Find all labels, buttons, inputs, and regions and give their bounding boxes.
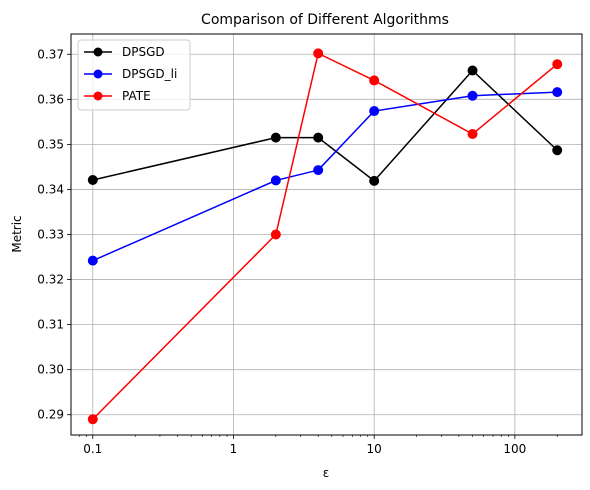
x-tick-label: 0.1 bbox=[83, 442, 102, 456]
legend-label: DPSGD_li bbox=[122, 67, 177, 81]
data-point-DPSGD_li bbox=[270, 175, 281, 186]
y-tick-label: 0.36 bbox=[37, 92, 64, 106]
data-point-DPSGD_li bbox=[467, 90, 478, 101]
legend: DPSGD DPSGD_li PATE bbox=[77, 39, 191, 111]
series-lines bbox=[92, 52, 558, 420]
y-tick-label: 0.30 bbox=[37, 363, 64, 377]
y-axis-label: Metric bbox=[10, 215, 24, 252]
x-tick-label: 10 bbox=[367, 442, 382, 456]
data-point-DPSGD_li bbox=[369, 106, 380, 117]
data-point-DPSGD_li bbox=[87, 255, 98, 266]
data-point-PATE bbox=[87, 414, 98, 425]
legend-marker bbox=[93, 69, 103, 79]
data-point-DPSGD bbox=[270, 132, 281, 143]
data-point-DPSGD bbox=[467, 65, 478, 76]
series-line-PATE bbox=[92, 52, 558, 420]
x-axis-label: ε bbox=[323, 466, 330, 480]
legend-marker bbox=[93, 47, 103, 57]
x-tick-label: 1 bbox=[230, 442, 238, 456]
y-tick-label: 0.32 bbox=[37, 273, 64, 287]
data-point-PATE bbox=[313, 48, 324, 59]
series-line-DPSGD bbox=[92, 69, 558, 182]
series-line-DPSGD_li bbox=[92, 91, 558, 262]
y-tick-label: 0.31 bbox=[37, 318, 64, 332]
legend-label: PATE bbox=[122, 89, 151, 103]
x-tick-label: 100 bbox=[503, 442, 526, 456]
data-point-PATE bbox=[467, 129, 478, 140]
y-axis-ticks: 0.29 0.30 0.31 0.32 0.33 0.34 0.35 0.36 0.37 bbox=[37, 47, 71, 422]
x-axis-ticks: 0.1 1 10 100 bbox=[78, 435, 558, 456]
data-point-PATE bbox=[270, 229, 281, 240]
series-markers bbox=[87, 48, 563, 425]
data-point-DPSGD bbox=[369, 175, 380, 186]
y-tick-label: 0.37 bbox=[37, 47, 64, 61]
data-point-PATE bbox=[369, 75, 380, 86]
legend-label: DPSGD bbox=[122, 45, 165, 59]
legend-box bbox=[77, 39, 191, 111]
legend-marker bbox=[93, 91, 103, 101]
chart-title: Comparison of Different Algorithms bbox=[201, 12, 449, 28]
y-tick-label: 0.29 bbox=[37, 408, 64, 422]
data-point-PATE bbox=[552, 59, 563, 70]
data-point-DPSGD bbox=[87, 174, 98, 185]
y-tick-label: 0.35 bbox=[37, 137, 64, 151]
data-point-DPSGD_li bbox=[313, 165, 324, 176]
data-point-DPSGD bbox=[552, 145, 563, 156]
y-tick-label: 0.34 bbox=[37, 182, 64, 196]
y-tick-label: 0.33 bbox=[37, 228, 64, 242]
data-point-DPSGD bbox=[313, 132, 324, 143]
data-point-DPSGD_li bbox=[552, 87, 563, 98]
